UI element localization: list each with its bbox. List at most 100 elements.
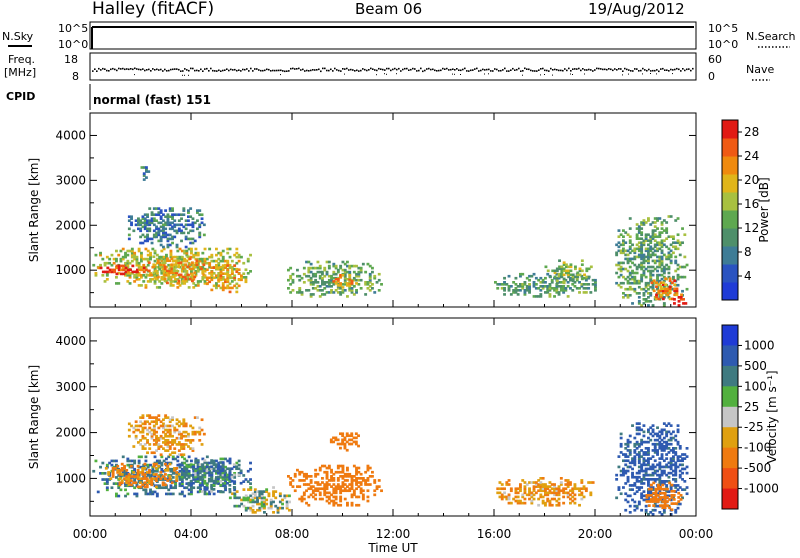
freq-point <box>308 70 310 72</box>
data-cell <box>366 283 370 286</box>
data-cell <box>566 483 570 486</box>
data-cell <box>564 479 568 482</box>
data-cell <box>196 465 200 469</box>
data-cell <box>325 483 329 486</box>
data-cell <box>155 257 159 261</box>
data-cell <box>185 477 189 481</box>
data-cell <box>559 289 563 292</box>
data-cell <box>555 491 559 495</box>
data-cell <box>182 422 186 426</box>
data-cell <box>126 457 130 461</box>
data-cell <box>180 445 183 448</box>
data-cell <box>157 439 161 442</box>
data-cell <box>157 207 161 210</box>
data-cell <box>377 272 381 276</box>
freq-point <box>540 68 542 70</box>
data-cell <box>507 495 511 499</box>
data-cell <box>192 278 196 281</box>
data-cell <box>182 231 186 235</box>
freq-point <box>546 69 548 72</box>
data-cell <box>307 278 311 282</box>
data-cell <box>311 272 315 276</box>
data-cell <box>226 247 230 251</box>
data-cell <box>307 495 311 499</box>
data-cell <box>665 486 669 489</box>
data-cell <box>170 263 174 267</box>
data-cell <box>647 247 650 251</box>
data-cell <box>217 490 220 493</box>
freq-point <box>292 67 294 70</box>
data-cell <box>642 469 646 473</box>
data-cell <box>676 502 680 506</box>
data-cell <box>318 285 322 288</box>
data-cell <box>249 500 253 504</box>
data-cell <box>541 499 545 503</box>
freq-point <box>406 67 408 70</box>
data-cell <box>162 276 166 279</box>
data-cell <box>307 268 311 272</box>
data-cell <box>546 289 550 292</box>
data-cell <box>665 229 669 232</box>
data-cell <box>201 483 204 487</box>
data-cell <box>115 282 118 285</box>
freq-point <box>200 68 202 71</box>
data-cell <box>249 482 252 485</box>
freq-point <box>300 69 302 71</box>
data-cell <box>165 457 168 461</box>
data-cell <box>278 500 282 504</box>
data-cell <box>653 259 657 263</box>
data-cell <box>669 249 673 253</box>
data-cell <box>507 493 511 497</box>
data-cell <box>665 432 669 436</box>
data-cell <box>642 243 646 247</box>
data-cell <box>201 478 205 481</box>
freq-point <box>344 68 346 70</box>
data-cell <box>171 217 174 221</box>
data-cell <box>201 480 205 483</box>
data-cell <box>160 255 164 259</box>
data-cell <box>180 474 184 477</box>
data-cell <box>281 498 284 502</box>
data-cell <box>153 490 157 494</box>
data-cell <box>647 457 650 460</box>
data-cell <box>237 259 241 263</box>
data-cell <box>115 492 118 496</box>
data-cell <box>177 265 181 269</box>
data-cell <box>594 281 597 284</box>
data-cell <box>150 213 154 217</box>
data-cell <box>230 467 234 471</box>
data-cell <box>153 280 157 283</box>
data-cell <box>192 478 196 481</box>
data-cell <box>223 483 227 487</box>
data-cell <box>167 276 171 279</box>
data-cell <box>178 475 182 479</box>
data-cell <box>288 500 291 504</box>
data-cell <box>640 486 644 489</box>
freq-point <box>582 68 584 70</box>
data-cell <box>544 489 547 493</box>
data-cell <box>184 273 188 277</box>
data-cell <box>514 489 518 493</box>
data-cell <box>157 231 161 235</box>
freq-point <box>510 69 512 71</box>
data-cell <box>667 255 671 259</box>
data-cell <box>141 467 145 470</box>
freq-point <box>220 70 222 72</box>
data-cell <box>170 267 174 271</box>
data-cell <box>184 443 188 446</box>
data-cell <box>377 278 381 282</box>
data-cell <box>201 257 205 261</box>
data-cell <box>662 296 666 299</box>
data-cell <box>139 424 143 428</box>
data-cell <box>544 501 547 505</box>
data-cell <box>662 469 666 473</box>
data-cell <box>139 416 143 419</box>
data-cell <box>178 247 182 251</box>
data-cell <box>637 502 641 506</box>
freq-point <box>120 68 122 70</box>
freq-point <box>686 68 688 71</box>
data-cell <box>203 261 207 265</box>
data-cell <box>633 455 637 458</box>
data-cell <box>130 247 134 251</box>
data-cell <box>628 251 632 255</box>
